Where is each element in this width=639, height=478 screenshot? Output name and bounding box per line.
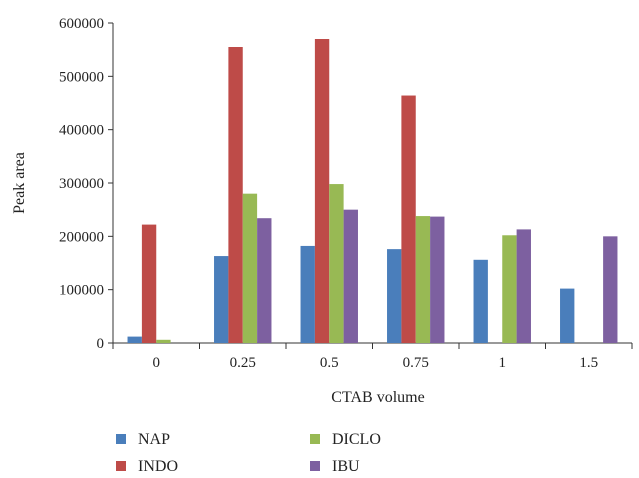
bar-ibu-0.25 bbox=[257, 218, 272, 343]
legend-swatch-nap bbox=[116, 434, 126, 444]
bar-indo-0.75 bbox=[401, 95, 416, 344]
legend-label-ibu: IBU bbox=[332, 458, 360, 475]
legend-label-diclo: DICLO bbox=[332, 431, 381, 448]
legend-label-nap: NAP bbox=[138, 431, 170, 448]
bar-indo-0.25 bbox=[228, 47, 243, 343]
bar-nap-1 bbox=[473, 259, 488, 343]
y-tick-label: 200000 bbox=[59, 229, 104, 245]
bar-nap-0.75 bbox=[387, 249, 402, 343]
bar-nap-0.25 bbox=[214, 256, 229, 343]
x-tick-label: 0.75 bbox=[403, 355, 429, 371]
bar-indo-0 bbox=[141, 224, 157, 343]
bar-ibu-0.75 bbox=[430, 216, 445, 343]
bar-nap-1.5 bbox=[560, 288, 575, 343]
bars bbox=[127, 39, 618, 344]
x-axis-title: CTAB volume bbox=[331, 389, 424, 406]
bar-diclo-0.75 bbox=[415, 216, 431, 343]
legend-label-indo: INDO bbox=[138, 458, 178, 475]
bar-indo-0.5 bbox=[314, 39, 330, 343]
x-tick-label: 0.25 bbox=[230, 355, 256, 371]
bar-ibu-1.5 bbox=[603, 236, 618, 343]
x-tick-label: 1.5 bbox=[579, 355, 598, 371]
legend-swatch-indo bbox=[116, 461, 126, 471]
y-tick-label: 100000 bbox=[59, 283, 104, 299]
y-tick-label: 300000 bbox=[59, 176, 104, 192]
bar-diclo-1 bbox=[502, 235, 517, 343]
bar-ibu-0.5 bbox=[343, 209, 358, 343]
x-tick-label: 0.5 bbox=[320, 355, 339, 371]
y-tick-label: 600000 bbox=[59, 16, 104, 32]
y-tick-label: 0 bbox=[97, 336, 105, 352]
bar-diclo-0.5 bbox=[329, 184, 344, 343]
x-tick-label: 0 bbox=[153, 355, 161, 371]
bar-ibu-1 bbox=[516, 229, 531, 343]
x-axis: 0 0.25 0.5 0.75 1 1.5 bbox=[112, 342, 633, 371]
legend-swatch-diclo bbox=[310, 434, 320, 444]
bar-diclo-0.25 bbox=[242, 193, 258, 343]
y-tick-label: 500000 bbox=[59, 69, 104, 85]
bar-nap-0 bbox=[127, 336, 142, 343]
bar-diclo-0 bbox=[156, 339, 171, 343]
x-tick-label: 1 bbox=[499, 355, 507, 371]
y-axis: 0 100000 200000 300000 400000 500000 600000 bbox=[59, 16, 114, 352]
legend-swatch-ibu bbox=[310, 461, 320, 471]
y-tick-label: 400000 bbox=[59, 123, 104, 139]
legend: NAP INDO DICLO IBU bbox=[116, 431, 381, 475]
bar-nap-0.5 bbox=[300, 245, 315, 343]
y-axis-title: Peak area bbox=[11, 152, 28, 214]
